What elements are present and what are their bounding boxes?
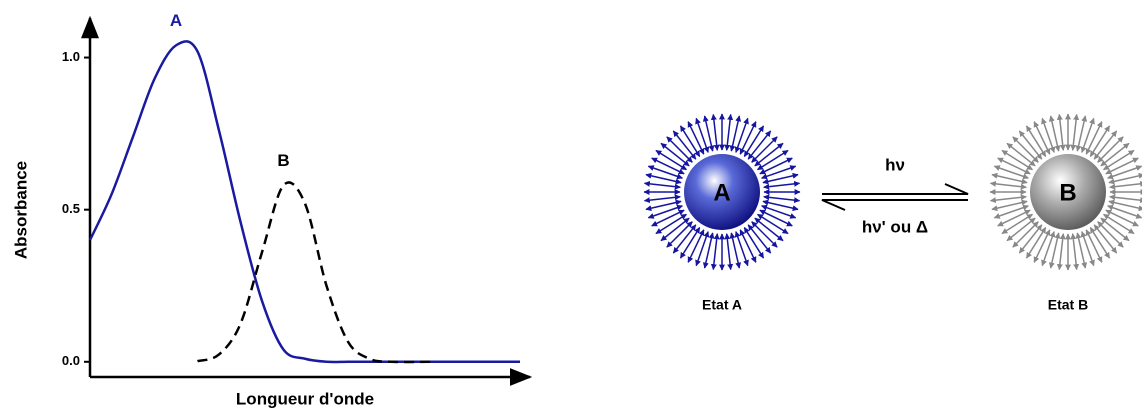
spike [989, 194, 1027, 204]
y-axis-label: Absorbance [11, 161, 30, 259]
spike [724, 233, 734, 271]
spike [1070, 113, 1080, 151]
y-tick-label: 0.0 [62, 353, 80, 368]
spike [643, 194, 681, 204]
line-series [197, 181, 435, 364]
backward-arrow [821, 199, 968, 211]
spike [1070, 233, 1080, 271]
spike [643, 180, 681, 190]
spike [763, 194, 801, 204]
state-caption: Etat A [702, 297, 742, 313]
x-axis-label: Longueur d'onde [236, 389, 374, 408]
spike [710, 113, 720, 151]
state-label: B [1059, 179, 1076, 206]
spike [1109, 180, 1142, 190]
y-tick-label: 0.5 [62, 201, 80, 216]
series-label: A [170, 11, 182, 30]
spike [763, 180, 801, 190]
forward-label: hν [885, 155, 905, 174]
state-a-sphere [684, 154, 760, 230]
series-label: B [277, 151, 289, 170]
spike [1109, 194, 1142, 204]
y-tick-label: 1.0 [62, 49, 80, 64]
line-series [88, 40, 520, 364]
spike [710, 233, 720, 271]
spike [1056, 113, 1066, 151]
state-caption: Etat B [1048, 297, 1088, 313]
spike [724, 113, 734, 151]
backward-label: hν' ou Δ [862, 217, 928, 236]
spike [1056, 233, 1066, 271]
state-b-sphere [1030, 154, 1106, 230]
forward-arrow [822, 183, 969, 195]
diagram: A B Etat A Etat B hν hν' ou Δ [643, 113, 1142, 313]
spike [989, 180, 1027, 190]
state-label: A [713, 179, 730, 206]
